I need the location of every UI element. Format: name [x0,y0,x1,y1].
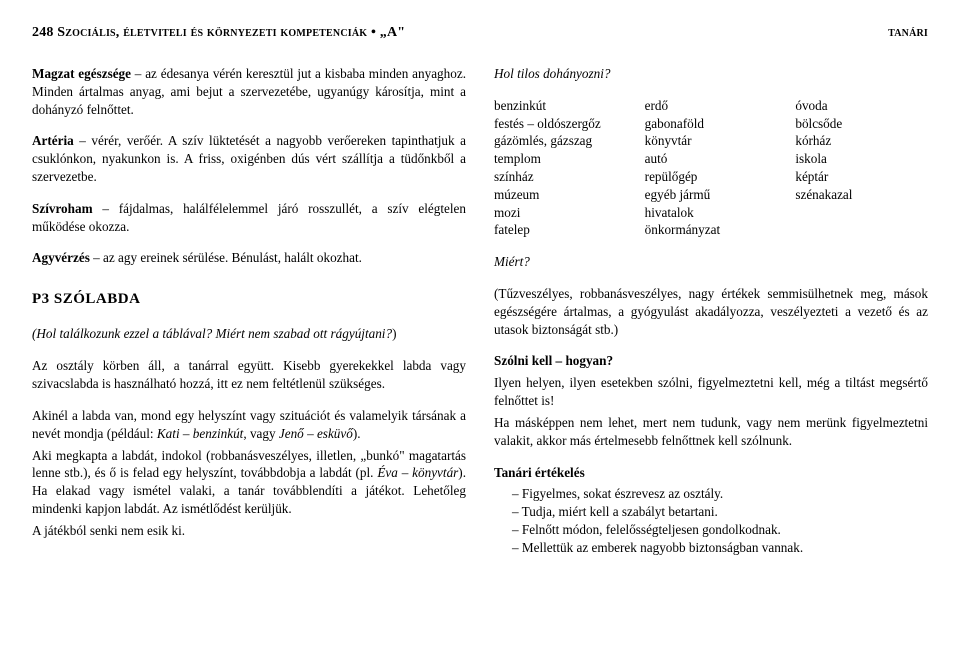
question-close: ) [392,326,396,341]
definition-magzat: Magzat egészsége – az édesanya vérén ker… [32,65,466,118]
definition-agyverzes: Agyvérzés – az agy ereinek sérülése. Bén… [32,249,466,267]
term-agyverzes: Agyvérzés [32,250,90,265]
place-item: erdő [645,97,778,115]
places-table: benzinkútfestés – oldószergőzgázömlés, g… [494,97,928,240]
szolni-head-text: Szólni kell – hogyan? [494,353,613,368]
para-akinel: Akinél a labda van, mond egy helyszínt v… [32,407,466,443]
eval-item: – Felnőtt módon, felelősségteljesen gond… [512,521,928,539]
place-item: óvoda [795,97,928,115]
place-item: múzeum [494,186,627,204]
place-item: gázömlés, gázszag [494,132,627,150]
left-column: Magzat egészsége – az édesanya vérén ker… [32,65,466,557]
p6-jeno: Jenő – esküvő [279,426,353,441]
place-item: repülőgép [645,168,778,186]
question-miert: Miért? [494,253,928,271]
p6-c: ). [353,426,361,441]
term-arteria: Artéria [32,133,74,148]
term-szivroham: Szívroham [32,201,93,216]
header-right: tanári [888,24,928,43]
def-arteria-text: – vérér, verőér. A szív lüktetését a nag… [32,133,466,184]
place-item: bölcsőde [795,115,928,133]
places-col-3: óvodabölcsődekórháziskolaképtárszénakaza… [795,97,928,240]
eval-list: – Figyelmes, sokat észrevesz az osztály.… [512,485,928,556]
eval-item: – Figyelmes, sokat észrevesz az osztály. [512,485,928,503]
place-item: mozi [494,204,627,222]
places-col-2: erdőgabonaföldkönyvtárautórepülőgépegyéb… [645,97,778,240]
definition-arteria: Artéria – vérér, verőér. A szív lüktetés… [32,132,466,185]
place-item: önkormányzat [645,221,778,239]
szolni-heading: Szólni kell – hogyan? [494,352,928,370]
definition-szivroham: Szívroham – fájdalmas, halálfélelemmel j… [32,200,466,236]
two-column-layout: Magzat egészsége – az édesanya vérén ker… [32,65,928,557]
para-jatekbol: A játékból senki nem esik ki. [32,522,466,540]
szolni-p1: Ilyen helyen, ilyen esetekben szólni, fi… [494,374,928,410]
right-column: Hol tilos dohányozni? benzinkútfestés – … [494,65,928,557]
place-item: kórház [795,132,928,150]
places-col-1: benzinkútfestés – oldószergőzgázömlés, g… [494,97,627,240]
place-item: iskola [795,150,928,168]
place-item: gabonaföld [645,115,778,133]
place-item: hivatalok [645,204,778,222]
eval-item: – Tudja, miért kell a szabályt betartani… [512,503,928,521]
para-aki-megkapta: Aki megkapta a labdát, indokol (robbanás… [32,447,466,518]
p6-kati: Kati – benzinkút [157,426,243,441]
question-italic: (Hol találkozunk ezzel a táblával? Miért… [32,326,392,341]
p6-b: , vagy [243,426,279,441]
place-item: templom [494,150,627,168]
eval-head-text: Tanári értékelés [494,465,585,480]
eval-heading: Tanári értékelés [494,464,928,482]
header-left: 248 Szociális, életviteli és környezeti … [32,24,405,43]
place-item: fatelep [494,221,627,239]
place-item: könyvtár [645,132,778,150]
place-item: színház [494,168,627,186]
term-magzat: Magzat egészsége [32,66,131,81]
place-item: képtár [795,168,928,186]
p7-eva: Éva – könyvtár [377,465,458,480]
page-header: 248 Szociális, életviteli és környezeti … [32,24,928,43]
place-item: autó [645,150,778,168]
question-line: (Hol találkozunk ezzel a táblával? Miért… [32,325,466,343]
para-osztaly: Az osztály körben áll, a tanárral együtt… [32,357,466,393]
section-heading-p3: P3 SZÓLABDA [32,289,466,309]
place-item: egyéb jármű [645,186,778,204]
eval-item: – Mellettük az emberek nagyobb biztonság… [512,539,928,557]
place-item: szénakazal [795,186,928,204]
def-szivroham-text: – fájdalmas, halálfélelemmel járó rosszu… [32,201,466,234]
def-agyverzes-text: – az agy ereinek sérülése. Bénulást, hal… [90,250,362,265]
question-hol-tilos: Hol tilos dohányozni? [494,65,928,83]
place-item: festés – oldószergőz [494,115,627,133]
place-item: benzinkút [494,97,627,115]
szolni-p2: Ha másképpen nem lehet, mert nem tudunk,… [494,414,928,450]
answer-paragraph: (Tűzveszélyes, robbanásveszélyes, nagy é… [494,285,928,338]
